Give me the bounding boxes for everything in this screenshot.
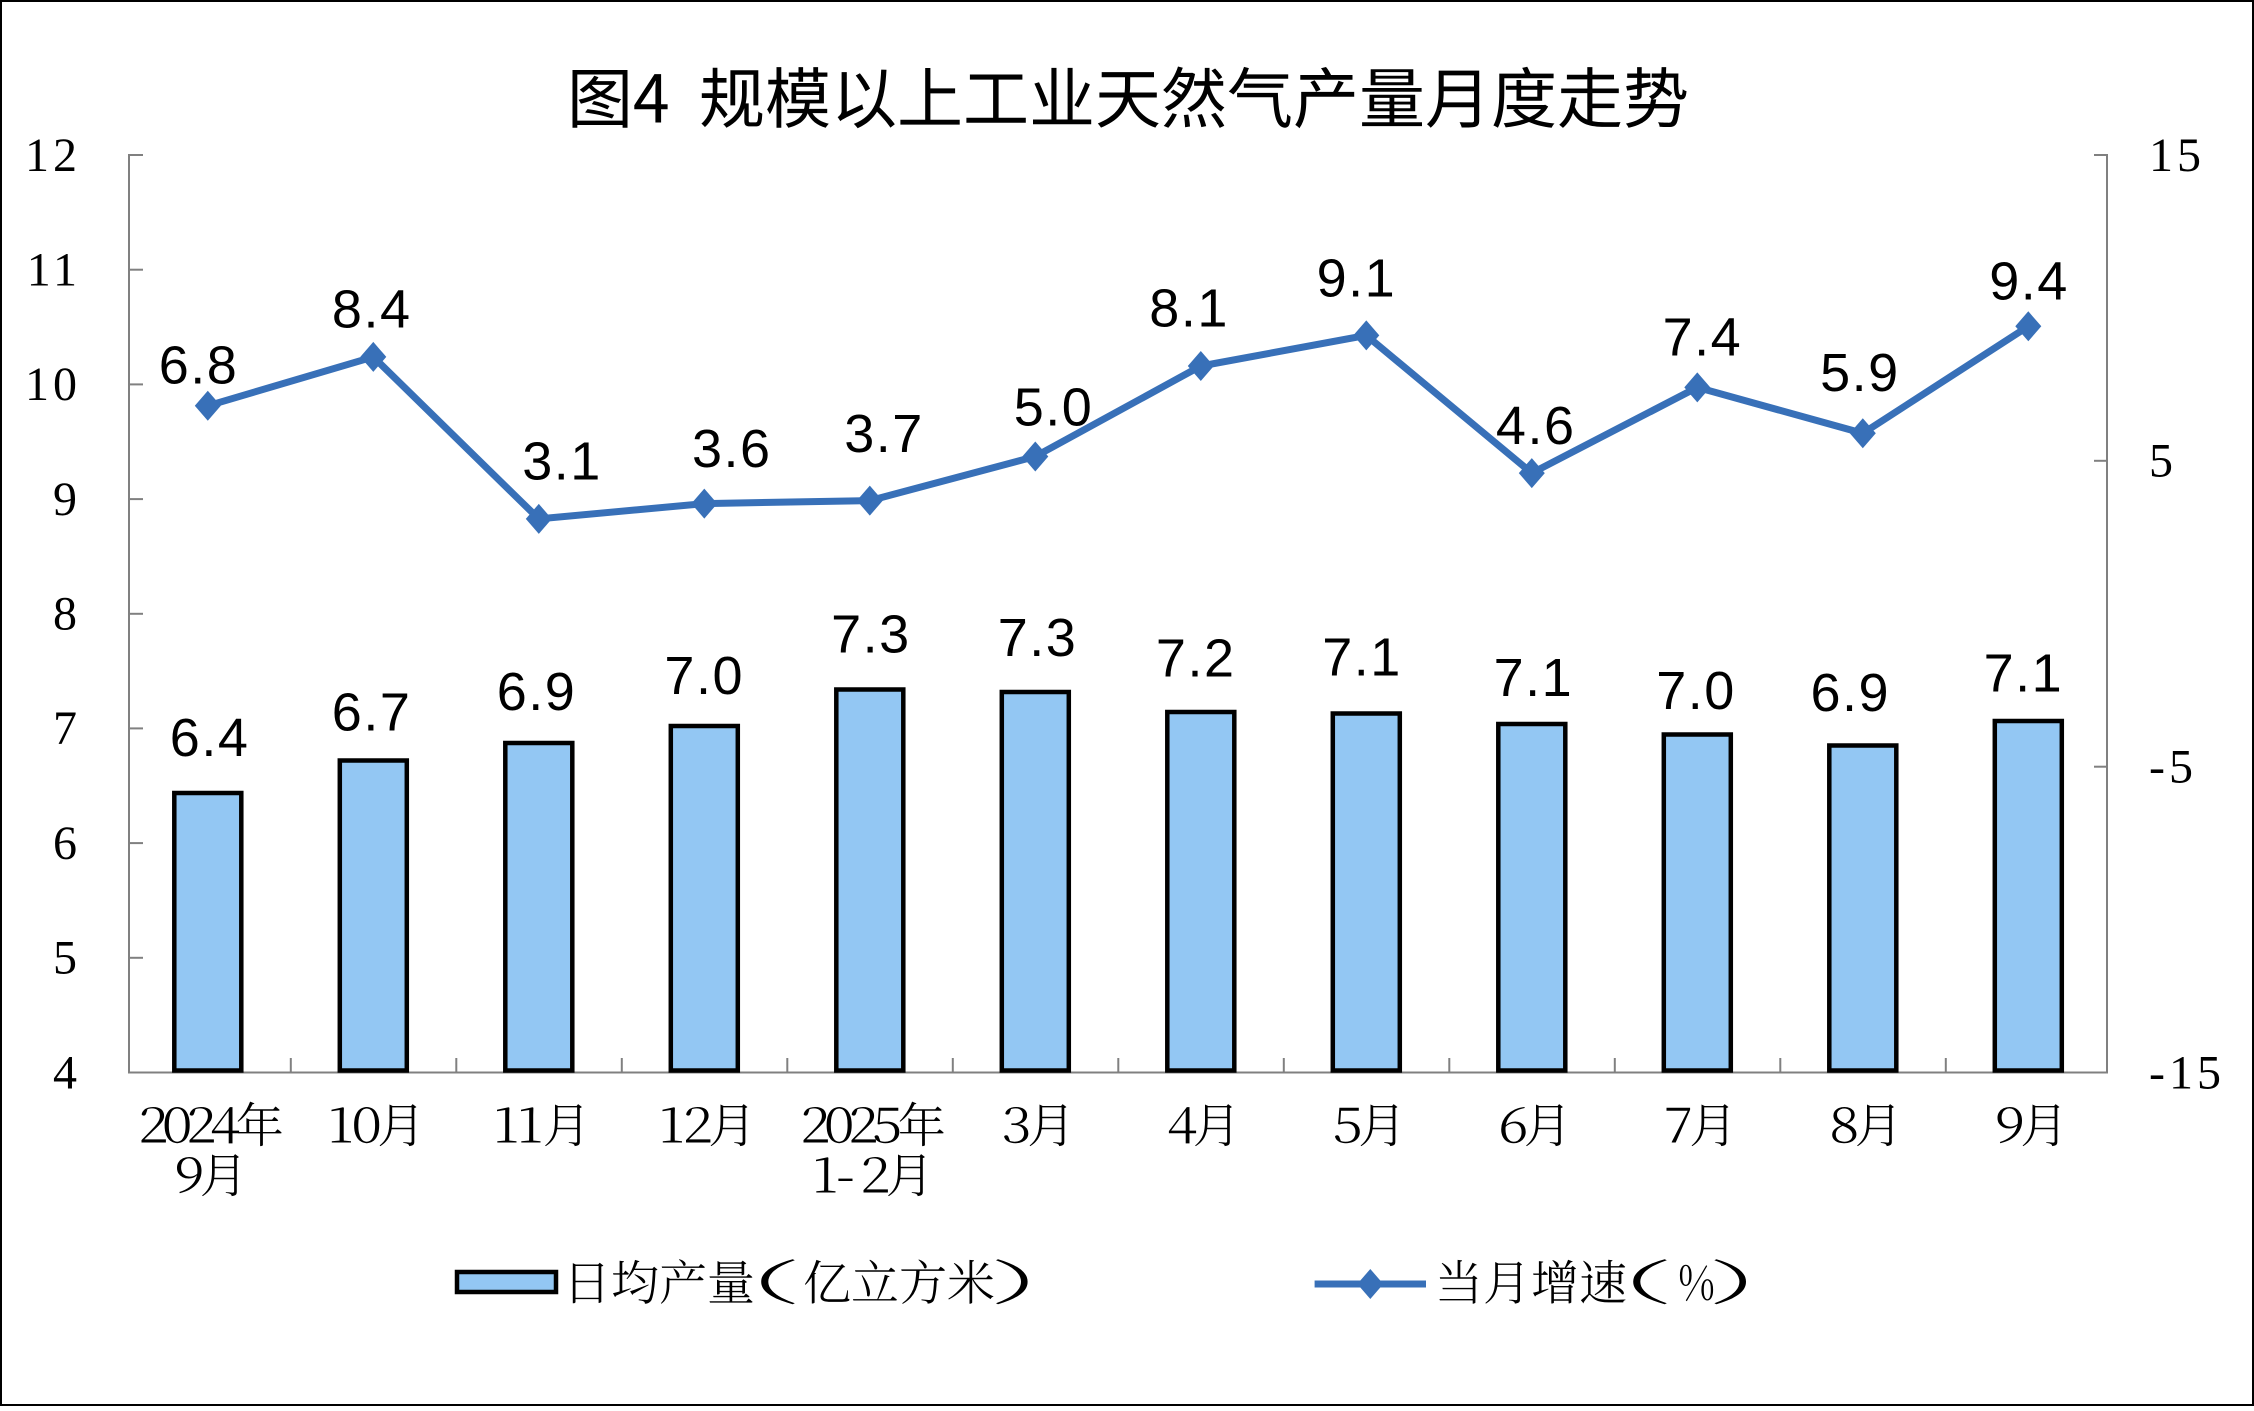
svg-text:-5: -5 <box>2149 741 2197 794</box>
svg-text:-15: -15 <box>2149 1046 2225 1099</box>
svg-text:8: 8 <box>53 588 81 641</box>
svg-text:6.4: 6.4 <box>170 708 250 768</box>
svg-text:7.4: 7.4 <box>1663 307 1743 367</box>
svg-text:3.1: 3.1 <box>522 432 602 492</box>
svg-text:5: 5 <box>2149 435 2177 488</box>
svg-text:7.1: 7.1 <box>1494 648 1574 708</box>
svg-text:9.4: 9.4 <box>1989 252 2069 312</box>
svg-text:7.3: 7.3 <box>831 604 911 664</box>
svg-text:3.7: 3.7 <box>844 404 924 464</box>
svg-text:7.1: 7.1 <box>1984 644 2064 704</box>
svg-text:5: 5 <box>53 932 81 985</box>
svg-text:7.0: 7.0 <box>1656 661 1736 721</box>
svg-text:10: 10 <box>25 358 81 411</box>
svg-text:11: 11 <box>27 244 81 297</box>
svg-text:6.9: 6.9 <box>497 662 577 722</box>
svg-text:7: 7 <box>53 702 81 755</box>
svg-text:6: 6 <box>53 817 81 870</box>
svg-text:8.4: 8.4 <box>332 280 412 340</box>
svg-text:4.6: 4.6 <box>1496 396 1576 456</box>
svg-text:7.1: 7.1 <box>1322 627 1402 687</box>
svg-text:3.6: 3.6 <box>692 419 772 479</box>
svg-text:12: 12 <box>25 129 81 182</box>
svg-text:7.3: 7.3 <box>998 608 1078 668</box>
svg-text:7.0: 7.0 <box>664 646 744 706</box>
svg-text:9: 9 <box>53 473 81 526</box>
svg-text:7.2: 7.2 <box>1156 629 1236 689</box>
svg-text:6.8: 6.8 <box>159 336 239 396</box>
svg-text:6.9: 6.9 <box>1811 663 1891 723</box>
svg-text:8.1: 8.1 <box>1149 279 1229 339</box>
svg-text:6.7: 6.7 <box>332 683 412 743</box>
svg-text:15: 15 <box>2149 129 2205 182</box>
svg-text:4: 4 <box>53 1046 81 1099</box>
svg-text:5.9: 5.9 <box>1820 343 1900 403</box>
svg-text:5.0: 5.0 <box>1014 378 1094 438</box>
svg-text:9.1: 9.1 <box>1317 249 1397 309</box>
